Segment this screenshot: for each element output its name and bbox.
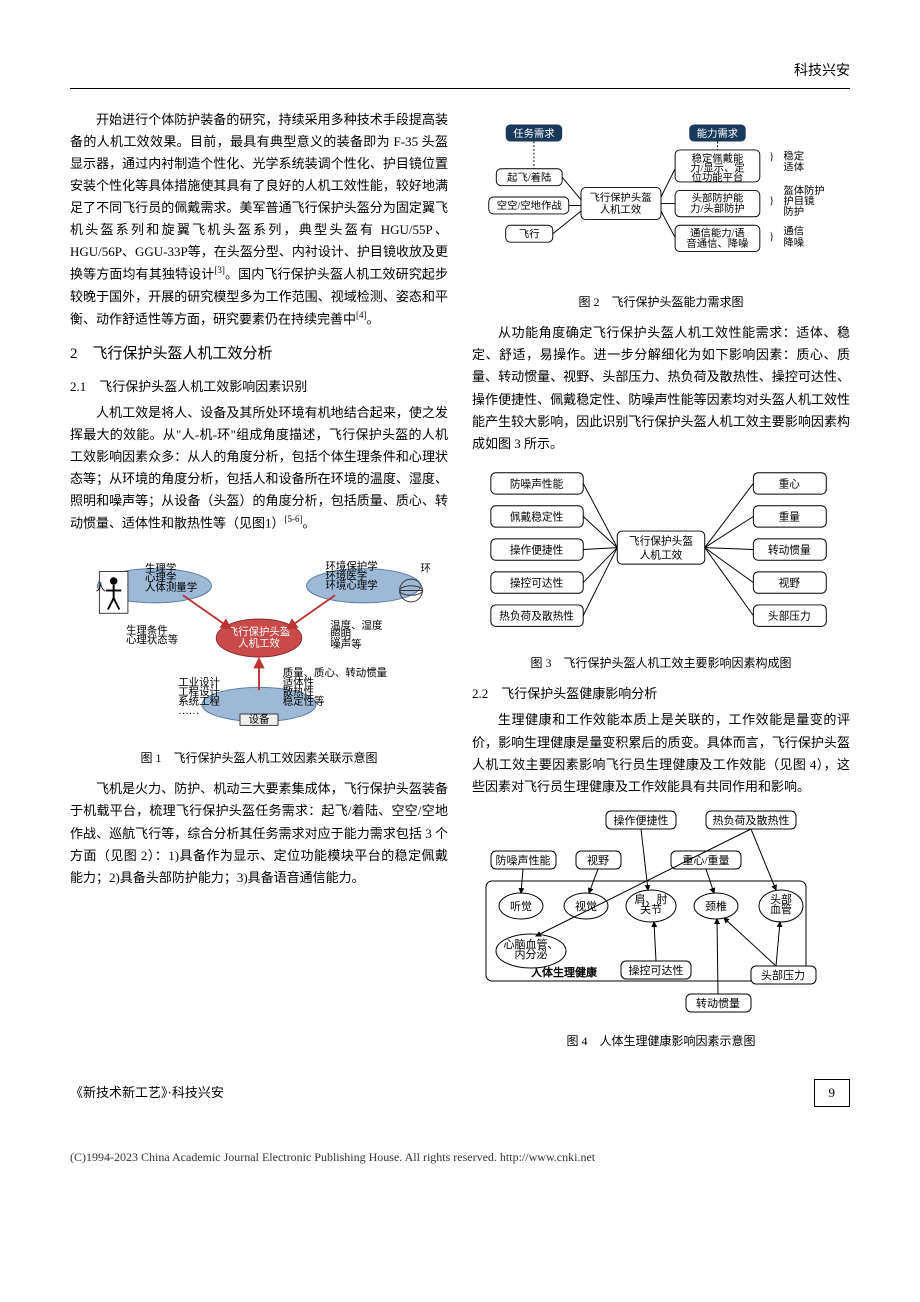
section-header: 科技兴安 [70,60,850,89]
svg-text:佩戴稳定性: 佩戴稳定性 [510,510,564,523]
footer-left-text: 《新技术新工艺》·科技兴安 [70,1082,224,1104]
svg-text:转动惯量: 转动惯量 [768,543,811,556]
svg-text:操控可达性: 操控可达性 [629,963,684,977]
paragraph: 人机工效是将人、设备及其所处环境有机地结合起来，使之发挥最大的效能。从"人-机-… [70,402,448,535]
svg-text:稳定性等: 稳定性等 [283,694,325,707]
svg-text:设备: 设备 [249,712,270,725]
svg-text:通信: 通信 [783,225,804,237]
paragraph: 从功能角度确定飞行保护头盔人机工效性能需求：适体、稳定、舒适，易操作。进一步分解… [472,322,850,455]
svg-text:环境心理学: 环境心理学 [326,578,378,591]
svg-text:噪声等: 噪声等 [330,637,361,650]
svg-text:头部压力: 头部压力 [768,609,811,622]
svg-text:人机工效: 人机工效 [600,203,641,216]
svg-text:血管: 血管 [770,902,792,916]
svg-text:通信能力/语: 通信能力/语 [690,226,745,239]
paragraph: 飞机是火力、防护、机动三大要素集成体，飞行保护头盔装备于机载平台，梳理飞行保护头… [70,778,448,888]
svg-text:听觉: 听觉 [510,900,532,913]
svg-text:人机工效: 人机工效 [238,636,280,649]
svg-text:防护: 防护 [783,205,804,218]
svg-text:头部压力: 头部压力 [761,968,805,982]
figure-1: 飞行保护头盔 人机工效 人 生理学 心理学 [70,543,448,740]
copyright-text: (C)1994-2023 China Academic Journal Elec… [0,1137,920,1187]
svg-text:热负荷及散热性: 热负荷及散热性 [499,609,574,622]
footer: 《新技术新工艺》·科技兴安 9 [70,1079,850,1107]
svg-text:力/头部防护: 力/头部防护 [690,202,745,215]
svg-text:头部防护能: 头部防护能 [692,192,744,205]
svg-text:防噪声性能: 防噪声性能 [496,853,551,867]
figure-4: 人体生理健康 操作便捷性 热负荷及散热性 防噪声性能 视野 重心/重量 听觉 视… [472,806,850,1023]
svg-text:起飞/着陆: 起飞/着陆 [507,171,551,184]
right-column: 任务需求 能力需求 起飞/着陆 空空/空地作战 飞行 飞行保护头盔人机工效 稳定… [472,109,850,1061]
figure-1-caption: 图 1 飞行保护头盔人机工效因素关联示意图 [70,748,448,768]
svg-text:环: 环 [421,563,431,574]
text: 人机工效是将人、设备及其所处环境有机地结合起来，使之发挥最大的效能。从"人-机-… [70,405,448,531]
svg-text:}: } [769,195,774,206]
svg-text:飞行保护头盔: 飞行保护头盔 [589,191,651,204]
svg-text:颈椎: 颈椎 [705,899,727,913]
svg-text:关节: 关节 [640,902,662,916]
svg-text:降噪: 降噪 [783,236,804,249]
figure-3-caption: 图 3 飞行保护头盔人机工效主要影响因素构成图 [472,653,850,673]
svg-text:飞行: 飞行 [519,227,540,240]
svg-text:操作便捷性: 操作便捷性 [614,813,669,827]
svg-text:人: 人 [96,581,107,593]
citation: [5-6] [285,514,303,524]
svg-text:内分泌: 内分泌 [515,947,548,961]
figure-2-caption: 图 2 飞行保护头盔能力需求图 [472,292,850,312]
text: 。 [367,311,380,326]
paragraph: 生理健康和工作效能本质上是关联的，工作效能是量变的评价，影响生理健康是量变积累后… [472,709,850,797]
svg-text:视野: 视野 [587,853,609,867]
subsection-heading-21: 2.1 飞行保护头盔人机工效影响因素识别 [70,376,448,398]
svg-text:盔体防护: 盔体防护 [783,184,824,197]
figure-2: 任务需求 能力需求 起飞/着陆 空空/空地作战 飞行 飞行保护头盔人机工效 稳定… [472,117,850,284]
svg-text:重心: 重心 [779,477,801,490]
svg-text:人体测量学: 人体测量学 [145,580,197,593]
svg-text:适体: 适体 [783,161,804,173]
svg-text:飞行保护头盔: 飞行保护头盔 [228,625,291,638]
svg-text:护目镜: 护目镜 [783,194,814,207]
citation: [3] [214,265,225,275]
page-number: 9 [814,1079,851,1107]
text: 开始进行个体防护装备的研究，持续采用多种技术手段提高装备的人机工效效果。目前，最… [70,112,448,282]
svg-text:人机工效: 人机工效 [640,548,683,561]
svg-text:……: …… [178,706,199,717]
svg-text:心理状态等: 心理状态等 [126,633,178,646]
svg-text:位功能平台: 位功能平台 [692,171,744,184]
svg-text:操作便捷性: 操作便捷性 [510,543,564,556]
paragraph: 开始进行个体防护装备的研究，持续采用多种技术手段提高装备的人机工效效果。目前，最… [70,109,448,331]
figure-4-caption: 图 4 人体生理健康影响因素示意图 [472,1031,850,1051]
svg-text:任务需求: 任务需求 [513,127,554,140]
svg-text:防噪声性能: 防噪声性能 [510,477,564,490]
svg-text:}: } [769,231,774,242]
subsection-heading-22: 2.2 飞行保护头盔健康影响分析 [472,683,850,705]
text: 。 [303,516,316,531]
svg-text:热负荷及散热性: 热负荷及散热性 [713,813,790,827]
svg-text:重量: 重量 [779,510,801,523]
svg-text:}: } [769,151,774,162]
svg-text:飞行保护头盔: 飞行保护头盔 [629,535,693,548]
svg-text:视野: 视野 [779,576,801,589]
svg-text:能力需求: 能力需求 [697,127,738,140]
citation: [4] [356,310,367,320]
svg-text:操控可达性: 操控可达性 [510,576,564,589]
left-column: 开始进行个体防护装备的研究，持续采用多种技术手段提高装备的人机工效效果。目前，最… [70,109,448,1061]
svg-text:转动惯量: 转动惯量 [696,996,740,1010]
svg-text:空空/空地作战: 空空/空地作战 [497,199,563,212]
svg-text:音通信、降噪: 音通信、降噪 [686,237,748,250]
svg-text:稳定: 稳定 [783,149,804,162]
figure-3: 飞行保护头盔人机工效 防噪声性能佩戴稳定性操作便捷性操控可达性热负荷及散热性 重心… [472,463,850,645]
section-heading-2: 2 飞行保护头盔人机工效分析 [70,342,448,368]
